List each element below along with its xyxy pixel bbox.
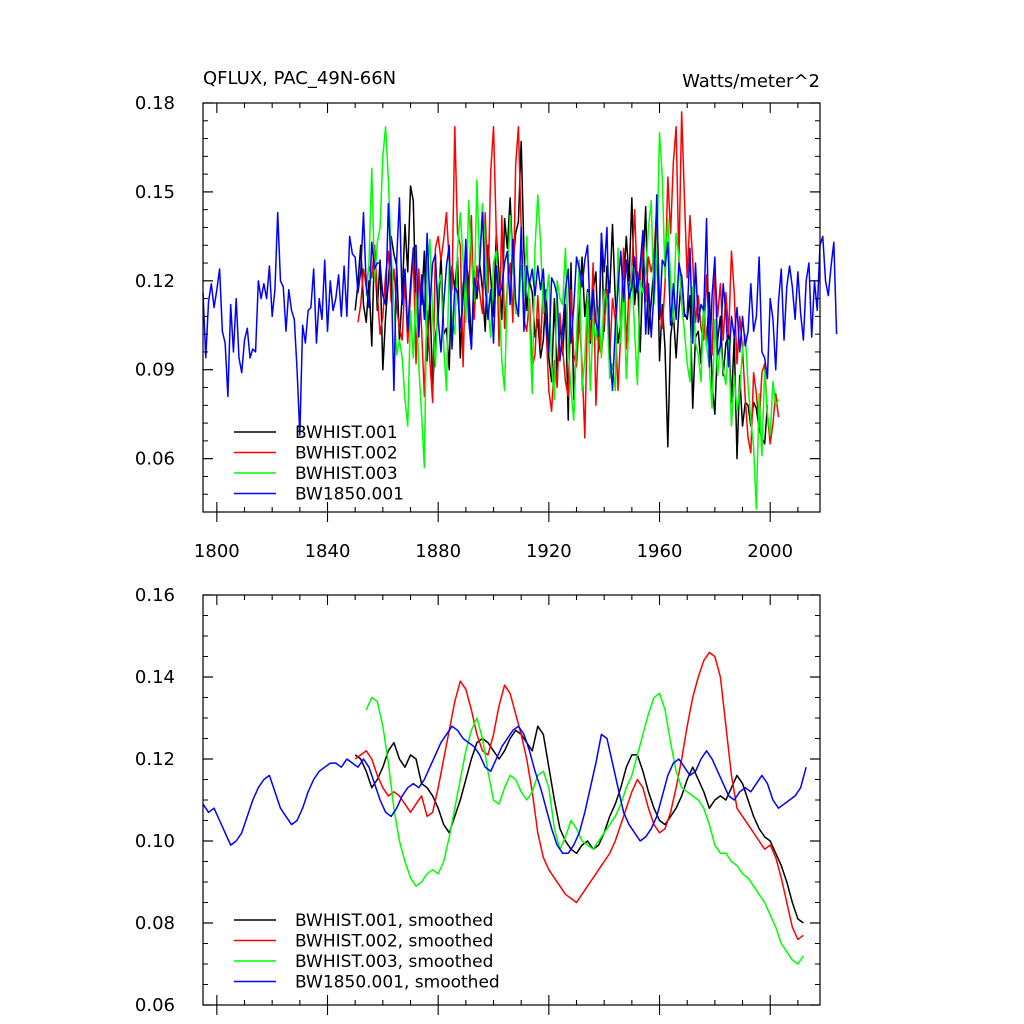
legend-label-bwhist-001: BWHIST.001 (295, 423, 398, 443)
legend-label-bwhist-001-smoothed: BWHIST.001, smoothed (295, 911, 493, 931)
top-panel-units: Watts/meter^2 (682, 71, 820, 92)
y-tick-label: 0.09 (135, 360, 175, 381)
series-line-bwhist-002-smoothed (354, 651, 804, 941)
y-tick-label: 0.12 (135, 271, 175, 292)
y-tick-label: 0.16 (135, 585, 175, 606)
legend-label-bw1850-001-smoothed: BW1850.001, smoothed (295, 973, 500, 993)
y-tick-label: 0.15 (135, 182, 175, 203)
x-tick-label: 1800 (194, 541, 240, 562)
bottom-plot-lines (202, 651, 807, 965)
series-line-bw1850-001-smoothed (202, 725, 807, 855)
x-tick-label: 2000 (747, 541, 793, 562)
x-tick-label: 1920 (526, 541, 572, 562)
top-plot-lines (202, 111, 838, 510)
y-tick-label: 0.06 (135, 449, 175, 470)
bottom-axes: 0.06 0.08 0.10 0.12 0.14 0.16 (135, 585, 820, 1016)
legend-label-bwhist-003: BWHIST.003 (295, 464, 398, 484)
series-line-bwhist-001-smoothed (354, 725, 804, 924)
y-tick-label: 0.18 (135, 93, 175, 114)
y-tick-label: 0.10 (135, 831, 175, 852)
y-tick-label: 0.14 (135, 667, 175, 688)
x-tick-label: 1840 (305, 541, 351, 562)
legend-label-bwhist-002: BWHIST.002 (295, 444, 398, 464)
legend-label-bwhist-003-smoothed: BWHIST.003, smoothed (295, 952, 493, 972)
top-plot-frame (202, 102, 821, 513)
y-tick-label: 0.12 (135, 749, 175, 770)
legend-label-bwhist-002-smoothed: BWHIST.002, smoothed (295, 932, 493, 952)
series-line-bwhist-003-smoothed (365, 692, 805, 965)
series-line-bw1850-001 (202, 194, 838, 436)
y-tick-label: 0.08 (135, 913, 175, 934)
top-axes: 0.06 0.09 0.12 0.15 0.18 1800 1840 1880 1920 1960… (135, 93, 820, 562)
x-tick-label: 1960 (637, 541, 683, 562)
series-line-bwhist-003 (365, 125, 780, 510)
top-panel-title: QFLUX, PAC_49N-66N (203, 68, 396, 89)
top-panel: QFLUX, PAC_49N-66N Watts/meter^2 0.060.0… (135, 68, 838, 562)
y-tick-label: 0.06 (135, 995, 175, 1016)
legend-label-bw1850-001: BW1850.001 (295, 485, 404, 505)
x-tick-label: 1880 (415, 541, 461, 562)
bottom-panel: 0.06 0.08 0.10 0.12 0.14 0.16 BWHIST.001, smo… (135, 585, 821, 1016)
